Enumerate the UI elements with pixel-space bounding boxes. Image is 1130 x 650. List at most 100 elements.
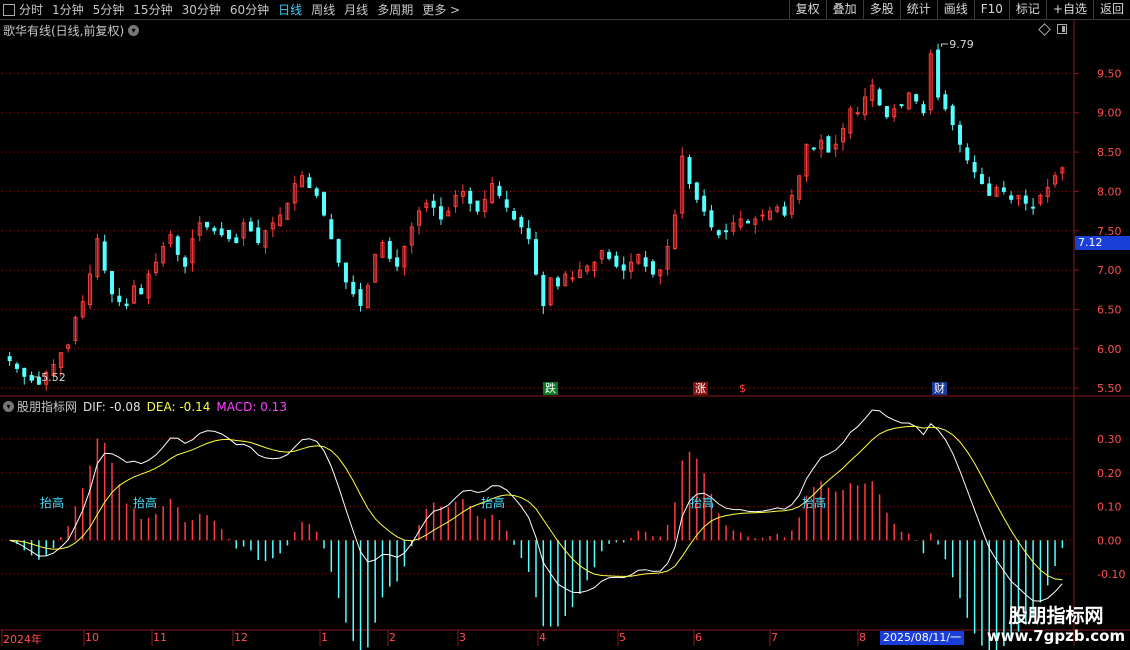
period-tab[interactable]: 周线 xyxy=(311,3,336,17)
candle-body xyxy=(1060,167,1065,174)
period-tab[interactable]: 60分钟 xyxy=(229,3,270,17)
candle-body xyxy=(519,216,524,228)
candle-body xyxy=(658,269,663,277)
period-tab[interactable]: 15分钟 xyxy=(133,3,173,17)
candle-body xyxy=(936,49,941,98)
candle-body xyxy=(22,367,27,377)
candle-body xyxy=(468,190,473,204)
candle-body xyxy=(417,210,422,226)
date-label: 10 xyxy=(85,631,99,644)
candle-body xyxy=(746,220,750,224)
main-panel-controls xyxy=(1038,22,1067,36)
candle-body xyxy=(1009,195,1014,200)
candle-body xyxy=(841,127,846,143)
indicator-tick-label: 0.00 xyxy=(1097,534,1122,547)
indicator-tick-label: 0.30 xyxy=(1097,433,1122,446)
price-tick-label: 7.00 xyxy=(1097,264,1122,277)
candle-body xyxy=(66,344,71,349)
tool-button[interactable]: F10 xyxy=(973,0,1009,19)
panel-maximize-icon[interactable] xyxy=(1057,24,1067,34)
candle-body xyxy=(153,261,158,274)
dif-value: DIF: -0.08 xyxy=(83,399,141,414)
candle-body xyxy=(110,271,114,295)
period-tab[interactable]: 日线 xyxy=(278,3,303,17)
signal-label: 抬高 xyxy=(133,496,158,510)
candle-body xyxy=(914,94,919,102)
candle-body xyxy=(548,277,553,306)
candle-body xyxy=(928,53,933,111)
tool-button[interactable]: 多股 xyxy=(862,0,900,19)
candle-body xyxy=(650,261,655,275)
candle-body xyxy=(205,221,210,228)
candle-body xyxy=(599,249,604,260)
tool-button[interactable]: 返回 xyxy=(1092,0,1130,19)
chevron-down-icon[interactable]: ▾ xyxy=(3,401,14,412)
candle-body xyxy=(380,242,385,258)
candle-body xyxy=(219,228,224,236)
tool-button[interactable]: 复权 xyxy=(788,0,826,19)
date-label: 8 xyxy=(859,631,866,644)
chevron-down-icon[interactable]: ▾ xyxy=(128,25,140,36)
candle-body xyxy=(117,295,122,303)
indicator-name[interactable]: 股朋指标网 xyxy=(17,400,78,414)
diamond-icon[interactable] xyxy=(1038,22,1051,36)
candle-body xyxy=(241,222,246,239)
panel-toggle-icon[interactable] xyxy=(3,3,15,16)
candle-body xyxy=(336,239,341,263)
event-marker-rise[interactable]: 涨 xyxy=(693,382,708,395)
candle-body xyxy=(256,227,261,244)
candle-body xyxy=(95,238,100,278)
period-tab[interactable]: 分时 xyxy=(19,3,44,17)
period-tab[interactable]: 多周期 xyxy=(377,3,414,17)
candle-body xyxy=(80,301,85,318)
candle-body xyxy=(343,262,348,283)
watermark-url: www.7gpzb.com xyxy=(986,627,1126,645)
tool-button[interactable]: 画线 xyxy=(936,0,974,19)
candle-body xyxy=(475,200,480,212)
candle-body xyxy=(797,175,802,200)
period-tab[interactable]: 月线 xyxy=(344,3,369,17)
candle-body xyxy=(672,214,677,250)
candle-body xyxy=(782,206,787,216)
period-tab[interactable]: 30分钟 xyxy=(181,3,221,17)
dea-value: DEA: -0.14 xyxy=(146,399,211,414)
candle-body xyxy=(373,253,378,283)
event-marker-dividend[interactable]: $ xyxy=(739,382,746,395)
event-marker-fall[interactable]: 跌 xyxy=(543,382,558,395)
indicator-title: ▾ 股朋指标网 DIF: -0.08 DEA: -0.14 MACD: 0.13 xyxy=(3,398,287,415)
tool-button[interactable]: 叠加 xyxy=(825,0,863,19)
event-marker-finance[interactable]: 财 xyxy=(932,382,947,395)
candle-body xyxy=(270,222,275,230)
macd-histogram xyxy=(16,438,1064,650)
candle-body xyxy=(73,316,78,342)
tool-button[interactable]: 统计 xyxy=(899,0,937,19)
candle-body xyxy=(709,210,714,228)
candle-body xyxy=(212,227,217,232)
candle-body xyxy=(300,175,305,188)
candle-body xyxy=(263,230,268,248)
price-tick-label: 8.50 xyxy=(1097,146,1122,159)
selected-date: 2025/08/11/一 xyxy=(880,631,965,645)
candle-body xyxy=(446,210,451,217)
candle-body xyxy=(409,226,414,246)
candle-body xyxy=(351,281,356,295)
candle-body xyxy=(285,202,290,220)
candle-body xyxy=(44,371,49,385)
signal-label: 抬高 xyxy=(40,496,65,510)
period-tab[interactable]: 更多 > xyxy=(422,3,461,17)
candle-body xyxy=(789,194,794,215)
candle-body xyxy=(424,202,429,208)
candle-body xyxy=(716,230,721,236)
last-price-tag: 7.12 xyxy=(1075,236,1130,250)
candle-body xyxy=(438,206,443,220)
tool-button[interactable]: +自选 xyxy=(1045,0,1093,19)
period-tabs: 分时 1分钟 5分钟 15分钟 30分钟 60分钟 日线 周线 月线 多周期 更多 > xyxy=(3,0,469,19)
candle-body xyxy=(870,84,875,101)
tool-button[interactable]: 标记 xyxy=(1008,0,1046,19)
period-tab[interactable]: 1分钟 xyxy=(52,3,84,17)
price-tick-label: 6.50 xyxy=(1097,303,1122,316)
low-price-label: ⌐5.52 xyxy=(32,371,66,384)
period-tab[interactable]: 5分钟 xyxy=(92,3,125,17)
candle-body xyxy=(1045,186,1050,197)
